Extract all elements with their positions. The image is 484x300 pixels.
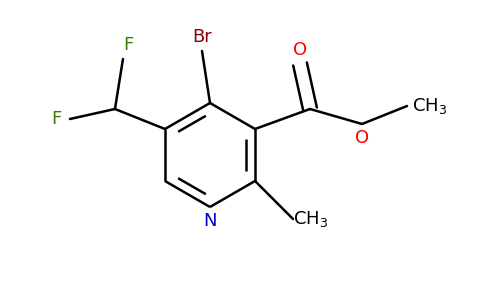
- Text: CH$_3$: CH$_3$: [293, 209, 328, 229]
- Text: CH$_3$: CH$_3$: [412, 96, 447, 116]
- Text: O: O: [293, 41, 307, 59]
- Text: F: F: [52, 110, 62, 128]
- Text: F: F: [123, 36, 133, 54]
- Text: N: N: [203, 212, 217, 230]
- Text: Br: Br: [192, 28, 212, 46]
- Text: O: O: [355, 129, 369, 147]
